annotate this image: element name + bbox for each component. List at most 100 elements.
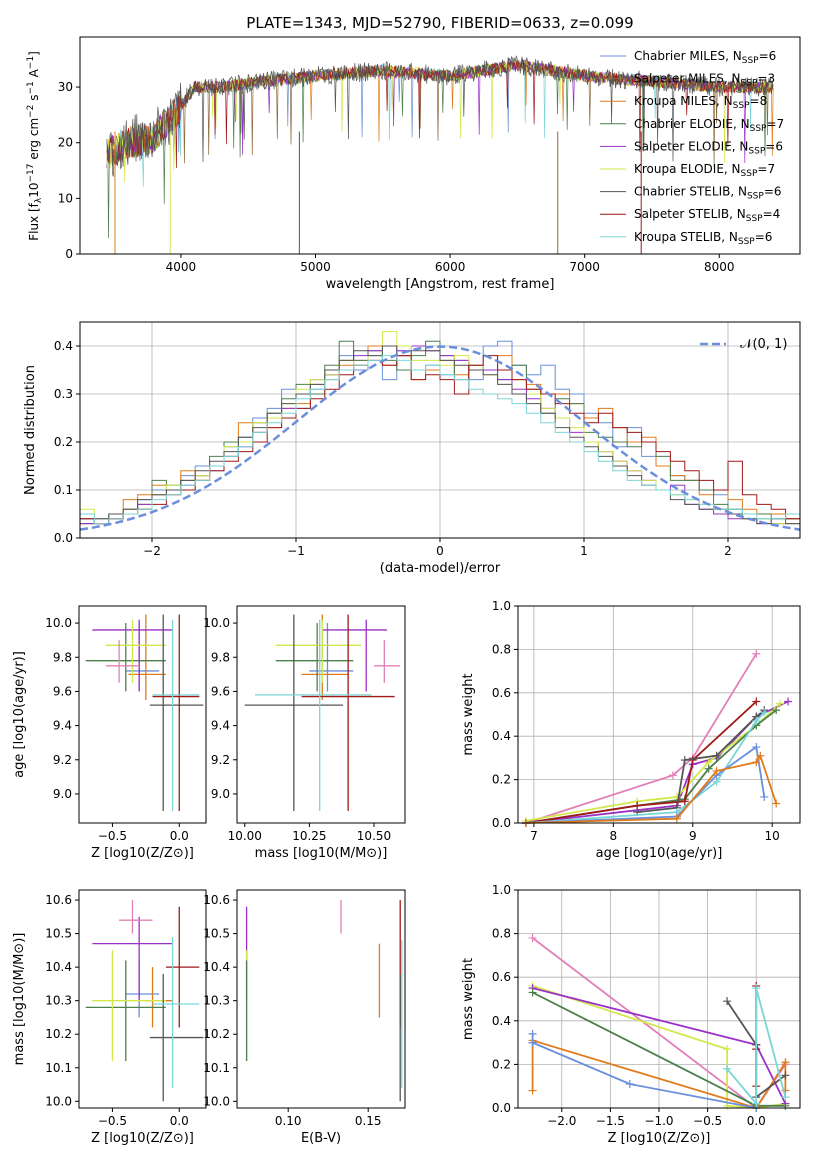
point-marker xyxy=(712,751,721,760)
age_vs_Z-panel: −0.5 0.0 9.0 9.2 9.4 9.6 9.8 10.0 Z [log10(Z/Z⊙)… xyxy=(12,605,207,861)
x-tick-label: 10.25 xyxy=(292,829,326,843)
y-tick-label: 9.0 xyxy=(53,787,72,801)
y-axis-label: Flux [fλ10−17 erg cm−2 s−1 A−1] xyxy=(26,51,44,241)
y-tick-label: 0.4 xyxy=(492,1014,511,1028)
point-marker xyxy=(528,988,537,997)
point-marker xyxy=(752,717,761,726)
x-tick-label: 7 xyxy=(530,829,538,843)
y-tick-label: 30 xyxy=(58,80,73,94)
legend-label: Salpeter ELODIE, NSSP=6 xyxy=(634,139,783,156)
point-marker xyxy=(528,1086,537,1095)
x-axis-label: age [log10(age/yr)] xyxy=(596,846,723,861)
axes-frame xyxy=(79,321,801,539)
y-tick-label: 10.0 xyxy=(45,616,72,630)
x-tick-label: 10.50 xyxy=(357,829,391,843)
point-marker xyxy=(704,764,713,773)
y-tick-label: 10.4 xyxy=(203,960,230,974)
point-marker xyxy=(752,1099,761,1108)
x-tick-label: −2.0 xyxy=(547,1114,576,1128)
point-marker xyxy=(752,649,761,658)
y-tick-label: 0.6 xyxy=(492,970,511,984)
series-line-salpeter_stelib xyxy=(525,700,757,824)
y-tick-label: 0 xyxy=(65,247,73,261)
legend-label: Chabrier MILES, NSSP=6 xyxy=(634,49,776,66)
y-tick-label: 10.0 xyxy=(203,1094,230,1108)
y-axis-label: mass weight xyxy=(461,673,476,755)
y-tick-label: 0.4 xyxy=(54,339,73,353)
x-tick-label: 8000 xyxy=(704,260,735,274)
point-marker xyxy=(776,699,785,708)
age_vs_mass-panel: 10.00 10.25 10.50 9.0 9.2 9.4 9.6 9.8 10.0 mass [… xyxy=(203,605,406,861)
y-tick-label: 0.0 xyxy=(54,531,73,545)
mass_vs_EBV-panel: 0.10 0.15 10.0 10.1 10.2 10.3 10.4 10.5 10.6 E(B-… xyxy=(203,889,406,1146)
axes-frame xyxy=(78,605,207,824)
axes-frame xyxy=(236,889,406,1109)
weight_vs_Z-panel: −2.0 −1.5 −1.0 −0.5 0.0 0.0 0.2 0.4 0.6 0.8 1.0 Z [… xyxy=(461,883,801,1146)
y-tick-label: 20 xyxy=(58,136,73,150)
x-tick-label: −2 xyxy=(143,544,161,558)
x-tick-label: 0.10 xyxy=(275,1114,302,1128)
legend-label: Chabrier ELODIE, NSSP=7 xyxy=(634,117,784,134)
point-marker xyxy=(625,1080,634,1089)
y-tick-label: 9.6 xyxy=(53,684,72,698)
y-tick-label: 9.2 xyxy=(53,753,72,767)
point-marker xyxy=(784,697,793,706)
legend-label: Salpeter MILES, NSSP=3 xyxy=(634,72,775,89)
point-marker xyxy=(528,1029,537,1038)
x-axis-label: wavelength [Angstrom, rest frame] xyxy=(326,277,555,292)
y-tick-label: 0.3 xyxy=(54,387,73,401)
point-marker xyxy=(712,766,721,775)
axes-frame xyxy=(236,605,406,824)
y-tick-label: 10 xyxy=(58,191,73,205)
y-tick-label: 10.1 xyxy=(203,1061,230,1075)
x-tick-label: −0.5 xyxy=(98,829,127,843)
point-marker xyxy=(723,1064,732,1073)
point-marker xyxy=(668,771,677,780)
axes-frame xyxy=(79,36,801,255)
y-tick-label: 10.6 xyxy=(45,893,72,907)
x-tick-label: −1 xyxy=(287,544,305,558)
x-tick-label: 1 xyxy=(580,544,588,558)
histogram-chabrier_stelib xyxy=(79,345,800,538)
y-tick-label: 0.0 xyxy=(492,816,511,830)
y-tick-label: 9.8 xyxy=(53,650,72,664)
spectrum-line-chabrier_stelib xyxy=(106,55,774,177)
x-axis-label: Z [log10(Z/Z⊙)] xyxy=(91,846,194,861)
point-marker xyxy=(752,743,761,752)
y-axis-label: mass [log10(M/M⊙)] xyxy=(12,933,27,1066)
x-axis-label: E(B-V) xyxy=(301,1131,341,1146)
y-tick-label: 0.2 xyxy=(492,1057,511,1071)
x-tick-label: 8 xyxy=(610,829,618,843)
residuals-panel: −2 −1 0 1 2 0.0 0.1 0.2 0.3 0.4 (data-model)/error… xyxy=(23,321,801,576)
spectrum-panel: 4000 5000 6000 7000 8000 0 10 20 30 wavelength [A… xyxy=(26,36,801,292)
legend-label: Kroupa STELIB, NSSP=6 xyxy=(634,230,772,247)
series-line-chabrier_stelib xyxy=(637,709,765,813)
x-axis-label: (data-model)/error xyxy=(380,561,501,576)
x-axis-label: Z [log10(Z/Z⊙)] xyxy=(91,1131,194,1146)
legend-label: Salpeter STELIB, NSSP=4 xyxy=(634,207,780,224)
y-axis-label: Normed distribution xyxy=(23,365,38,495)
spectrum-line-salpeter_stelib xyxy=(106,59,774,169)
x-axis-label: Z [log10(Z/Z⊙)] xyxy=(608,1131,711,1146)
series-line-kroupa_miles xyxy=(525,753,778,824)
y-tick-label: 10.5 xyxy=(45,927,72,941)
series-line-chabrier_miles xyxy=(531,1033,757,1109)
y-tick-label: 10.3 xyxy=(45,994,72,1008)
y-tick-label: 0.6 xyxy=(492,686,511,700)
x-tick-label: 2 xyxy=(724,544,732,558)
y-tick-label: 10.3 xyxy=(203,994,230,1008)
y-tick-label: 0.2 xyxy=(492,773,511,787)
y-tick-label: 9.2 xyxy=(211,753,230,767)
y-tick-label: 0.4 xyxy=(492,729,511,743)
x-axis-label: mass [log10(M/M⊙)] xyxy=(255,846,388,861)
y-axis-label: mass weight xyxy=(461,958,476,1040)
series-line-kroupa_miles xyxy=(531,1039,787,1110)
x-tick-label: 0.0 xyxy=(170,1114,189,1128)
y-tick-label: 0.1 xyxy=(54,483,73,497)
series-line-salpeter_elodie xyxy=(525,700,789,824)
point-marker xyxy=(680,756,689,765)
x-tick-label: −0.5 xyxy=(693,1114,722,1128)
x-tick-label: 4000 xyxy=(166,260,197,274)
y-tick-label: 10.0 xyxy=(45,1094,72,1108)
